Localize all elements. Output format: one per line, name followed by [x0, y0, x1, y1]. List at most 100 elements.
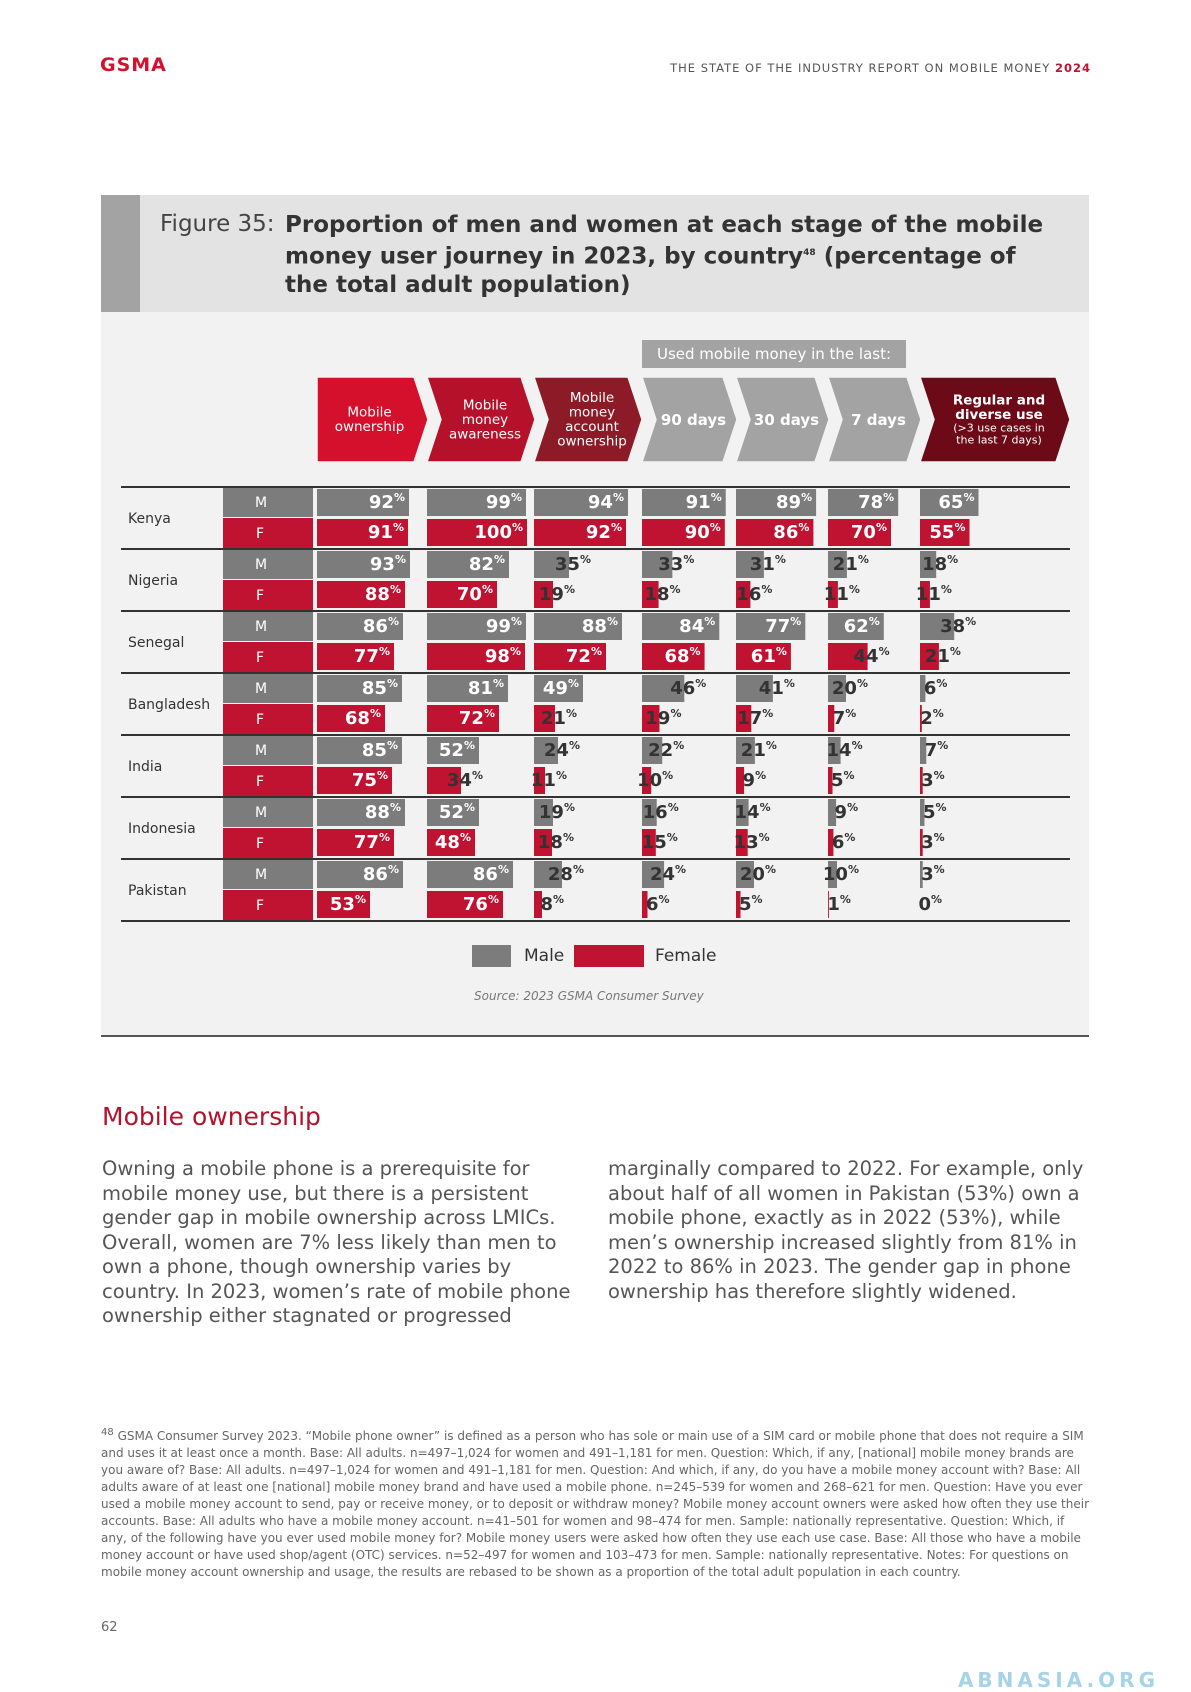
stage-label-3-line-3: account — [565, 419, 619, 435]
country-label-bangladesh: Bangladesh — [128, 697, 210, 713]
country-label-pakistan: Pakistan — [128, 883, 187, 899]
stage-label-5-line-1: 30 days — [754, 411, 819, 429]
bar-female-senegal-3 — [534, 643, 606, 670]
value-female-india-5: 9% — [743, 769, 767, 791]
bar-female-nigeria-1 — [317, 581, 405, 608]
stage-label-2-line-2: money — [462, 412, 508, 428]
bar-male-senegal-1 — [317, 613, 403, 640]
stage-label-3-line-2: money — [569, 405, 615, 421]
country-label-nigeria: Nigeria — [128, 573, 178, 589]
value-female-nigeria-6: 11% — [824, 583, 860, 605]
value-male-pakistan-7: 3% — [921, 863, 945, 885]
bar-male-senegal-4 — [642, 613, 720, 640]
value-male-bangladesh-7: 6% — [924, 677, 948, 699]
report-year: 2024 — [1054, 61, 1091, 75]
country-label-indonesia: Indonesia — [128, 821, 196, 837]
bar-male-india-2 — [427, 737, 479, 764]
bar-female-senegal-6 — [828, 643, 868, 670]
row-label-box-m — [223, 612, 313, 641]
bar-female-nigeria-4 — [642, 581, 659, 608]
figure-title-main: Proportion of men and women at each stag… — [285, 212, 1044, 270]
bar-male-india-1 — [317, 737, 402, 764]
bar-male-senegal-5 — [736, 613, 806, 640]
figure-header-accent — [101, 195, 140, 312]
value-female-senegal-7: 21% — [925, 645, 961, 667]
value-male-indonesia-5: 14% — [735, 801, 771, 823]
value-male-bangladesh-5: 41% — [759, 677, 795, 699]
bar-male-senegal-3 — [534, 613, 622, 640]
bar-female-kenya-1 — [317, 519, 408, 546]
value-female-nigeria-3: 19% — [539, 583, 575, 605]
bar-female-bangladesh-3 — [534, 705, 555, 732]
value-male-nigeria-4: 33% — [658, 553, 694, 575]
page-number: 62 — [101, 1620, 118, 1635]
report-title: THE STATE OF THE INDUSTRY REPORT ON MOBI… — [670, 61, 1091, 75]
row-label-box-m — [223, 488, 313, 517]
bar-female-india-7 — [920, 767, 923, 794]
row-label-f: F — [256, 650, 264, 666]
stage-arrow-7 — [918, 376, 1071, 463]
used-header-box — [642, 340, 906, 368]
stage-label-3-line-4: ownership — [557, 434, 627, 450]
figure-source: Source: 2023 GSMA Consumer Survey — [474, 989, 704, 1003]
bar-female-bangladesh-1 — [317, 705, 385, 732]
bar-male-nigeria-7 — [920, 551, 937, 578]
value-female-india-7: 3% — [921, 769, 945, 791]
stage-arrow-3 — [532, 376, 643, 463]
bar-female-bangladesh-6 — [828, 705, 835, 732]
value-male-nigeria-7: 18% — [922, 553, 958, 575]
bar-female-bangladesh-5 — [736, 705, 752, 732]
legend-female-label: Female — [655, 946, 717, 966]
value-female-pakistan-7: 0% — [918, 893, 942, 915]
bar-female-senegal-7 — [920, 643, 939, 670]
value-male-indonesia-7: 5% — [923, 801, 947, 823]
bar-male-bangladesh-1 — [317, 675, 402, 702]
journey-chart: Used mobile money in the last:Mobileowne… — [121, 340, 1071, 922]
row-label-box-m — [223, 550, 313, 579]
row-label-m: M — [255, 867, 267, 883]
stage-arrow-1 — [316, 376, 429, 463]
bar-female-nigeria-6 — [828, 581, 838, 608]
value-male-senegal-7: 38% — [940, 615, 976, 637]
row-label-f: F — [256, 526, 264, 542]
bar-male-kenya-1 — [317, 489, 409, 516]
bar-female-indonesia-6 — [828, 829, 834, 856]
bar-male-india-5 — [736, 737, 755, 764]
bar-female-pakistan-5 — [736, 891, 741, 918]
value-female-kenya-2: 100% — [474, 521, 523, 543]
bar-female-senegal-1 — [317, 643, 394, 670]
stage-label-4-line-1: 90 days — [661, 411, 726, 429]
value-female-bangladesh-5: 17% — [737, 707, 773, 729]
bar-female-senegal-2 — [427, 643, 525, 670]
figure-bottom-rule — [101, 1035, 1089, 1037]
bar-female-india-4 — [642, 767, 652, 794]
bar-female-pakistan-3 — [534, 891, 542, 918]
stage-label-7-line-2: diverse use — [955, 407, 1043, 423]
bar-male-kenya-5 — [736, 489, 817, 516]
row-label-f: F — [256, 774, 264, 790]
value-female-bangladesh-6: 7% — [833, 707, 857, 729]
bar-female-kenya-5 — [736, 519, 814, 546]
bar-female-kenya-4 — [642, 519, 725, 546]
value-female-indonesia-3: 18% — [538, 831, 574, 853]
row-label-f: F — [256, 712, 264, 728]
bar-female-indonesia-7 — [920, 829, 923, 856]
bar-male-indonesia-1 — [317, 799, 405, 826]
bar-female-indonesia-2 — [427, 829, 475, 856]
value-female-bangladesh-3: 21% — [541, 707, 577, 729]
value-female-india-6: 5% — [831, 769, 855, 791]
row-label-box-f — [223, 642, 313, 672]
bar-male-senegal-6 — [828, 613, 884, 640]
bar-male-kenya-6 — [828, 489, 899, 516]
bar-male-nigeria-5 — [736, 551, 764, 578]
value-male-nigeria-3: 35% — [555, 553, 591, 575]
bar-male-indonesia-2 — [427, 799, 479, 826]
bar-female-indonesia-5 — [736, 829, 748, 856]
bar-male-senegal-2 — [427, 613, 526, 640]
bar-male-pakistan-3 — [534, 861, 562, 888]
bar-male-pakistan-4 — [642, 861, 665, 888]
bar-female-senegal-5 — [736, 643, 791, 670]
bar-male-kenya-2 — [427, 489, 526, 516]
bar-male-pakistan-7 — [920, 861, 923, 888]
bar-male-indonesia-5 — [736, 799, 749, 826]
